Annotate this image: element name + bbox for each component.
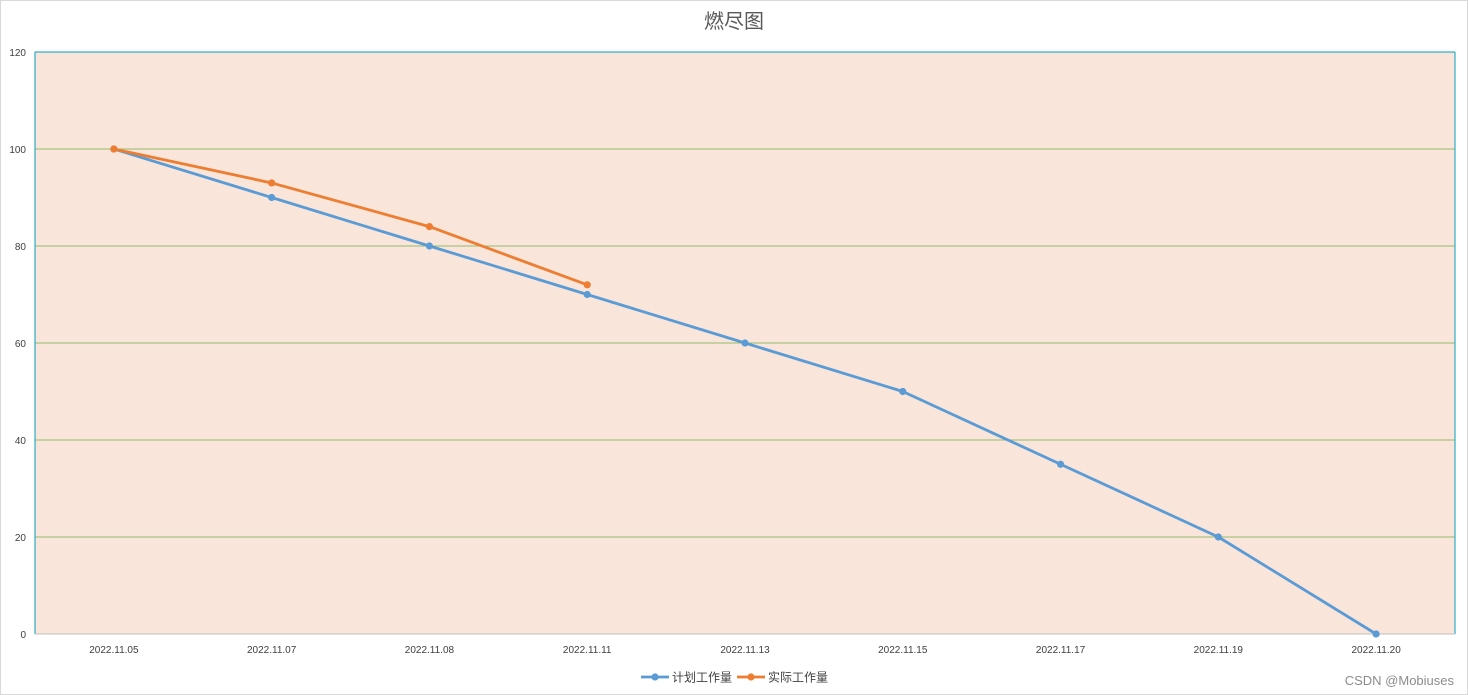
data-point <box>899 387 907 396</box>
data-point <box>268 179 276 187</box>
x-tick-label: 2022.11.15 <box>878 645 928 656</box>
legend-marker <box>747 673 755 681</box>
series-layer <box>110 145 1380 638</box>
x-tick-label: 2022.11.07 <box>247 645 297 656</box>
y-tick-label: 40 <box>15 436 27 447</box>
data-point <box>1214 533 1222 541</box>
y-tick-label: 0 <box>20 630 26 641</box>
x-tick-label: 2022.11.08 <box>405 645 455 656</box>
data-point <box>583 281 591 289</box>
y-tick-label: 100 <box>9 145 26 156</box>
x-tick-label: 2022.11.17 <box>1036 645 1086 656</box>
watermark: CSDN @Mobiuses <box>1345 673 1455 688</box>
data-point <box>425 223 434 231</box>
y-tick-label: 60 <box>15 339 27 350</box>
x-tick-label: 2022.11.13 <box>720 645 770 656</box>
x-tick-label: 2022.11.05 <box>89 645 139 656</box>
x-tick-label: 2022.11.11 <box>563 645 612 656</box>
data-point <box>583 290 591 299</box>
data-point <box>741 339 749 347</box>
legend-label: 计划工作量 <box>672 671 732 685</box>
data-point <box>110 145 118 153</box>
data-point <box>268 193 276 202</box>
axis-layer: 0 20 40 60 80 100 120 2022.11.05 2022.11.07 2022.… <box>9 48 1456 656</box>
legend: 计划工作量 实际工作量 <box>641 670 828 685</box>
data-point <box>425 242 434 250</box>
x-tick-label: 2022.11.20 <box>1351 645 1401 656</box>
legend-label: 实际工作量 <box>768 670 828 685</box>
series-line-2 <box>112 147 589 287</box>
data-point <box>1056 460 1065 468</box>
x-tick-label: 2022.11.19 <box>1194 645 1244 656</box>
y-tick-label: 120 <box>9 48 26 59</box>
legend-marker <box>651 673 659 681</box>
chart-title: 燃尽图 <box>704 9 764 33</box>
y-tick-label: 20 <box>15 533 27 544</box>
data-point <box>1372 630 1380 638</box>
y-tick-label: 80 <box>15 242 27 253</box>
